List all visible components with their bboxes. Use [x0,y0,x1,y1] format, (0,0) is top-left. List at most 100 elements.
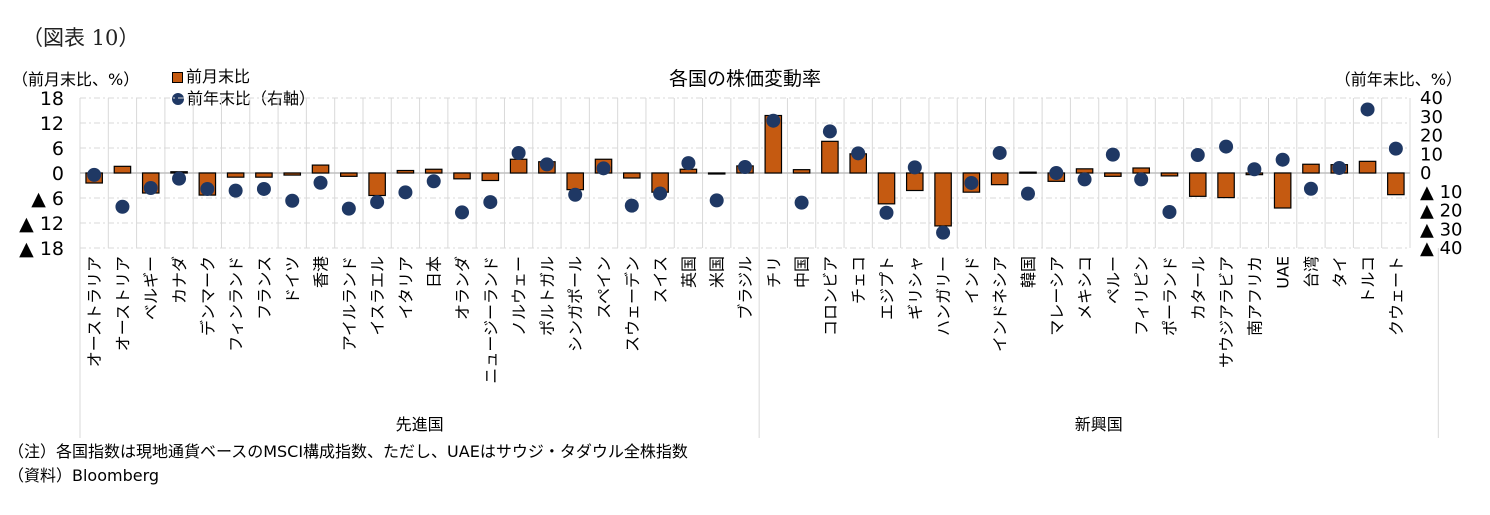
dot-ytd [1388,141,1403,156]
dot-ytd [256,181,271,196]
category-label: ポルトガル [538,256,557,336]
right-tick-label: 10 [1420,144,1443,165]
bar-monthly [283,172,302,176]
left-tick-label: ▲ 12 [19,213,64,235]
dot-ytd [285,193,300,208]
category-label: イスラエル [368,256,387,336]
bar-monthly [311,164,330,174]
category-label: ノルウェー [510,256,529,336]
legend-item-monthly: 前月末比 [172,66,315,88]
dot-ytd [1105,147,1120,162]
bar-monthly [1188,172,1207,197]
category-label: シンガポール [566,256,585,352]
category-label: タイ [1330,256,1349,288]
left-tick-label: 12 [40,113,64,135]
dot-ytd [1134,172,1149,187]
category-label: メキシコ [1076,256,1095,320]
bar-monthly [792,169,811,174]
bar-monthly [226,172,245,178]
category-label: イタリア [396,256,415,319]
bar-monthly [509,158,528,174]
footnote: （注）各国指数は現地通貨ベースのMSCI構成指数、ただし、UAEはサウジ・タダウ… [8,442,688,461]
bar-monthly [396,169,415,174]
category-label: ベルギー [142,256,161,320]
category-label: コロンビア [821,256,840,336]
category-label: カタール [1189,256,1208,320]
bar-monthly [1160,172,1179,177]
dot-ytd [653,186,668,201]
category-label: トルコ [1359,256,1378,304]
right-tick-label: 0 [1420,163,1431,184]
bar-monthly [453,172,471,180]
category-label: ギリシャ [906,256,925,320]
dot-ytd [766,113,781,128]
bar-monthly [1387,172,1405,196]
dot-ytd [822,124,837,139]
dot-ytd [455,205,470,220]
group-label: 先進国 [396,415,444,434]
legend-dot-swatch [172,93,184,105]
dot-ytd [851,146,866,161]
category-label: アイルランド [340,256,359,351]
category-label: エジプト [877,256,896,320]
dot-ytd [1162,205,1177,219]
category-label: デンマーク [198,256,217,336]
dot-ytd [992,145,1007,160]
left-axis-unit-label: （前月末比、%） [12,70,140,89]
category-label: フィリピン [1132,256,1151,336]
bar-monthly [877,172,896,205]
dot-ytd [1077,172,1092,187]
bar-monthly [424,168,443,174]
category-label: 米国 [708,256,727,288]
dot-ytd [143,181,158,195]
category-label: ポーランド [1160,256,1179,336]
category-label: オーストリア [113,256,132,351]
right-axis-unit-label: （前年末比、%） [1334,70,1462,89]
category-label: インドネシア [991,256,1010,352]
dot-ytd [1219,139,1234,154]
category-label: オーストラリア [85,256,104,367]
category-label: スペイン [595,256,614,319]
dot-ytd [228,183,243,198]
legend-bar-swatch [172,71,183,83]
bar-monthly [623,172,641,179]
bar-monthly [1217,172,1235,199]
chart-title: 各国の株価変動率 [668,68,821,90]
left-tick-label: 18 [40,88,64,110]
dot-ytd [115,199,130,214]
category-label: 台湾 [1302,256,1321,288]
left-tick-label: ▲ 6 [31,188,64,210]
dot-ytd [596,161,611,176]
bar-monthly [905,172,924,192]
category-label: クウェート [1387,256,1406,336]
left-tick-label: 6 [52,138,64,160]
bar-monthly [1019,171,1037,174]
category-label: カナダ [170,256,189,304]
bar-monthly [1104,172,1122,177]
bar-monthly [113,165,132,174]
dot-ytd [200,181,215,196]
dot-ytd [313,175,328,190]
source-note: （資料）Bloomberg [8,466,160,485]
bar-monthly [340,172,358,177]
group-label: 新興国 [1075,415,1123,434]
figure-label: （図表 10） [22,26,140,50]
dot-ytd [87,167,102,182]
category-label: サウジアラビア [1217,256,1236,368]
dot-ytd [511,145,526,160]
dot-ytd [1303,181,1318,196]
category-label: マレーシア [1047,256,1066,336]
bar-monthly [821,140,839,174]
bar-monthly [1358,160,1377,174]
left-tick-label: 0 [52,163,64,185]
category-label: チェコ [849,256,868,304]
dot-ytd [398,185,413,200]
dot-ytd [539,157,554,172]
category-label: インド [962,256,981,304]
bar-monthly [368,172,386,197]
dot-ytd [483,195,498,210]
dot-ytd [1049,166,1064,180]
dot-ytd [568,187,583,202]
right-tick-label: ▲ 40 [1420,238,1462,259]
